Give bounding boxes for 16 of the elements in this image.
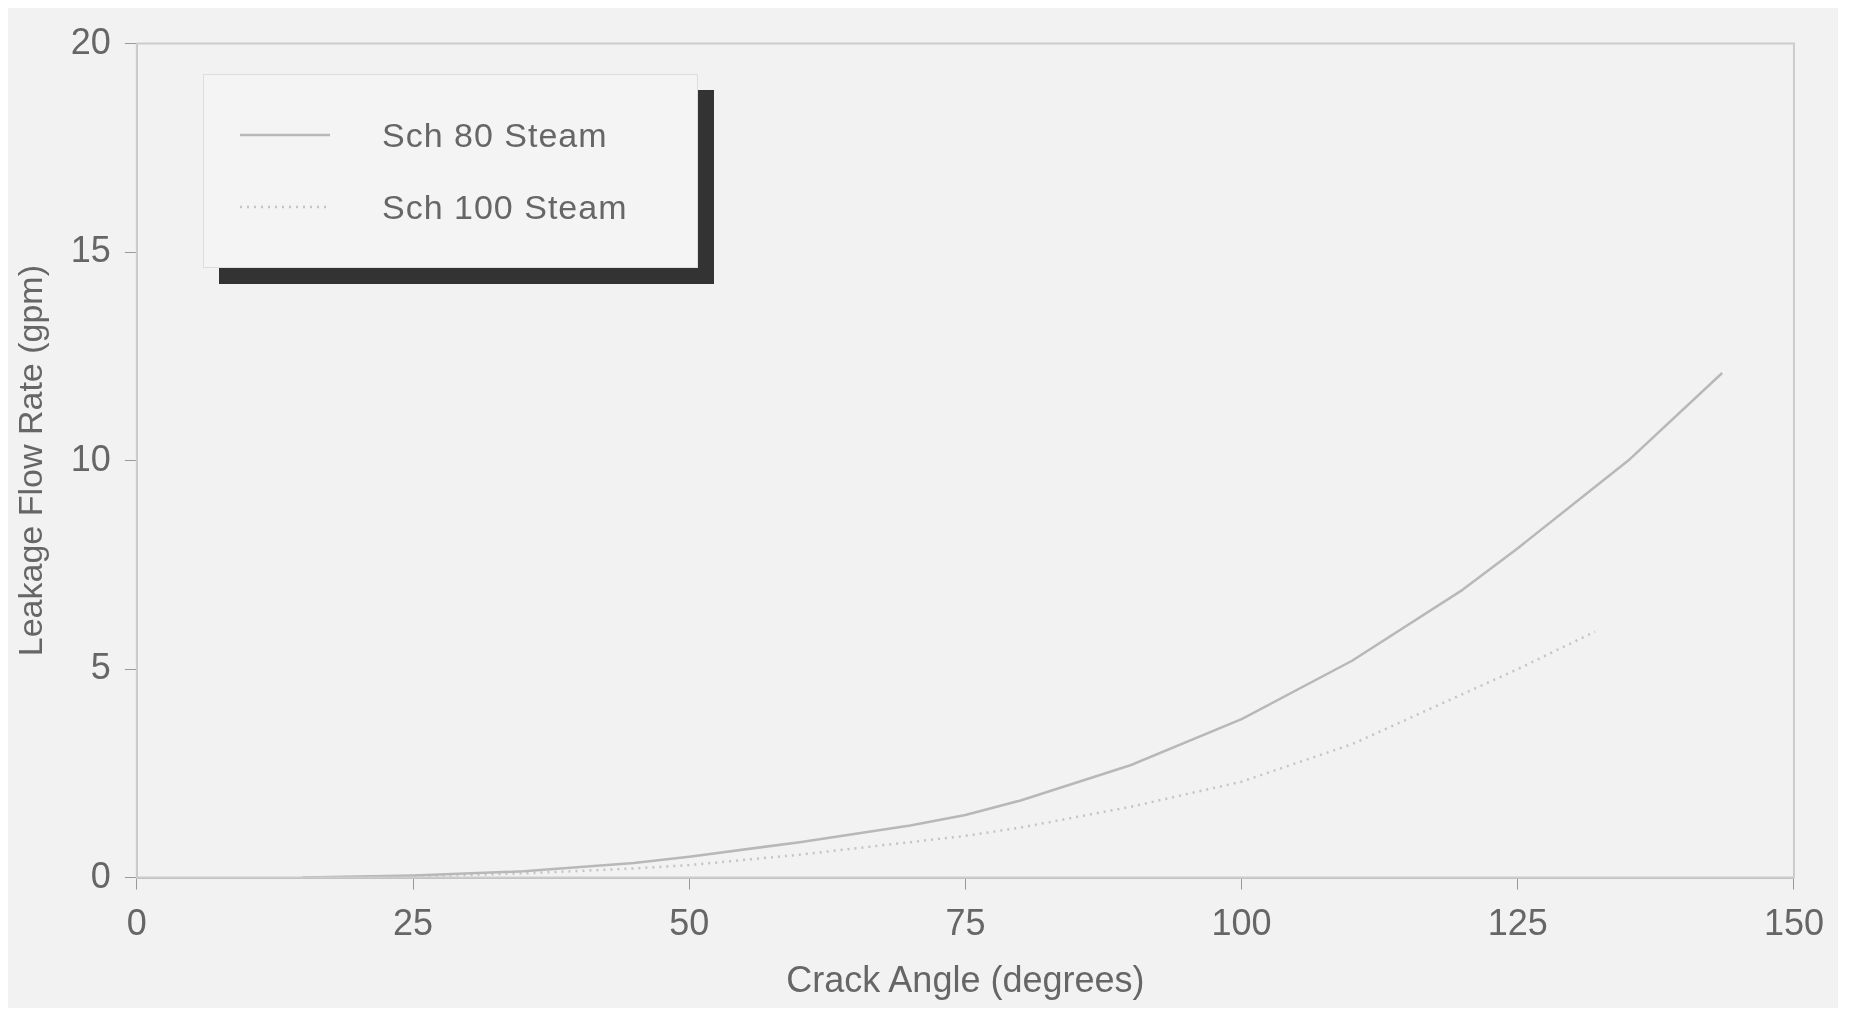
x-axis-title: Crack Angle (degrees): [786, 959, 1145, 1001]
x-tick-label: 150: [1763, 902, 1825, 944]
y-tick-label: 5: [90, 646, 111, 688]
x-tick-label: 75: [945, 902, 986, 944]
x-tick-label: 25: [393, 902, 434, 944]
legend-label: Sch 80 Steam: [382, 115, 608, 155]
x-tick-label: 125: [1487, 902, 1548, 944]
x-tick-label: 0: [126, 902, 147, 944]
x-tick-label: 100: [1211, 902, 1272, 944]
y-tick-label: 15: [70, 229, 111, 271]
y-tick-label: 0: [90, 854, 111, 896]
x-tick-label: 50: [669, 902, 710, 944]
y-axis-title: Leakage Flow Rate (gpm): [10, 265, 49, 657]
y-tick-label: 10: [70, 437, 111, 479]
legend-label: Sch 100 Steam: [382, 187, 628, 227]
y-tick-label: 20: [70, 20, 111, 62]
